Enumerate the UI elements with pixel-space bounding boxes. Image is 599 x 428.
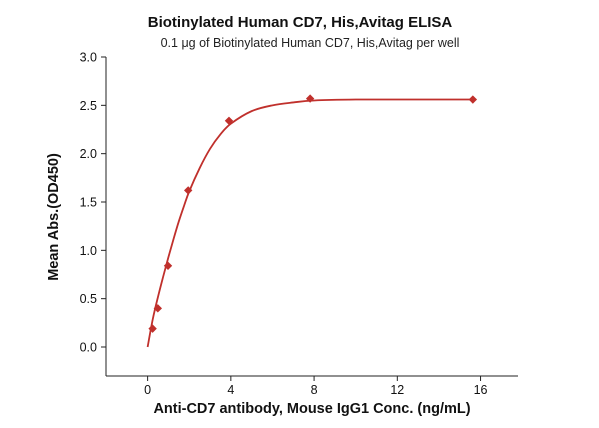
y-tick-label: 0.0: [80, 341, 97, 355]
x-tick-label: 8: [311, 383, 318, 397]
x-tick-label: 16: [474, 383, 488, 397]
data-point: [468, 95, 478, 104]
x-tick-label: 0: [144, 383, 151, 397]
y-axis-label: Mean Abs.(OD450): [46, 153, 62, 281]
x-tick-label: 12: [390, 383, 404, 397]
data-point: [148, 324, 157, 333]
chart-title: Biotinylated Human CD7, His,Avitag ELISA: [148, 14, 453, 31]
y-tick-label: 2.5: [80, 99, 97, 113]
data-point: [163, 261, 173, 270]
x-ticks: 0 4 8 12 16: [144, 376, 488, 397]
data-point: [183, 186, 193, 195]
chart-subtitle: 0.1 μg of Biotinylated Human CD7, His,Av…: [161, 36, 460, 50]
y-tick-label: 1.5: [80, 196, 97, 210]
y-tick-label: 1.0: [80, 244, 97, 258]
y-ticks: 0.0 0.5 1.0 1.5 2.0 2.5 3.0: [80, 51, 106, 355]
x-axis-label: Anti-CD7 antibody, Mouse IgG1 Conc. (ng/…: [153, 401, 470, 417]
y-tick-label: 0.5: [80, 292, 97, 306]
data-markers: [148, 94, 478, 333]
y-tick-label: 2.0: [80, 147, 97, 161]
fit-curve: [146, 98, 473, 348]
data-point: [224, 116, 234, 125]
data-point: [305, 94, 315, 103]
axes: [105, 57, 518, 377]
x-tick-label: 4: [227, 383, 234, 397]
y-tick-label: 3.0: [80, 51, 97, 65]
data-point: [153, 304, 163, 313]
